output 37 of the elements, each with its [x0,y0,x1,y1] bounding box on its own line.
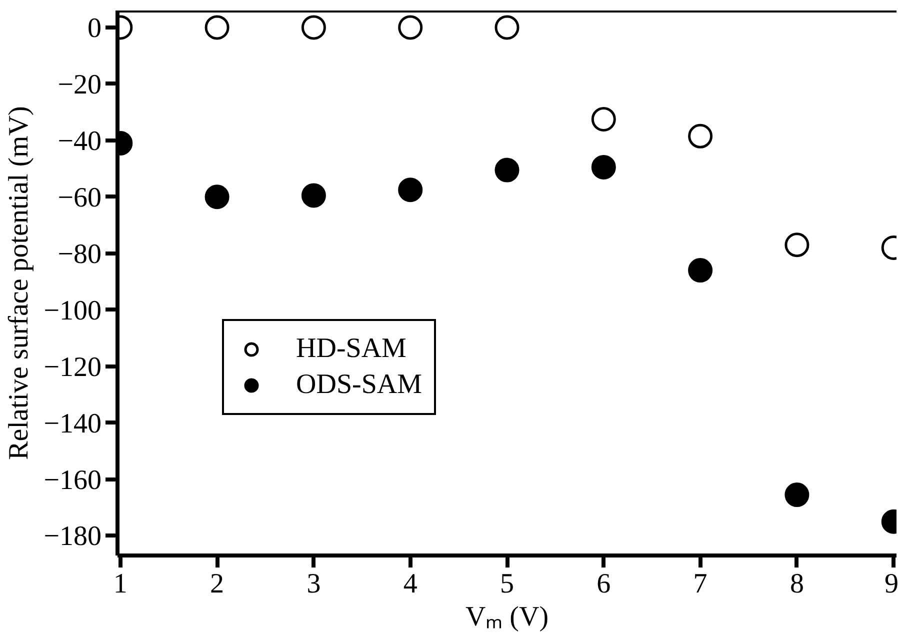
point [398,15,423,40]
point [591,154,616,180]
x-tick-label: 7 [693,568,708,600]
point [204,15,230,40]
y-tick-label: −80 [58,238,102,270]
point [301,183,326,208]
x-axis-title: Vₘ (V) [465,602,549,632]
y-tick-label: −140 [44,408,102,440]
x-tick-label: 9 [884,568,898,600]
x-tick-label: 6 [596,568,611,600]
point [494,15,520,40]
x-tick-label: 8 [790,568,804,600]
legend-label: HD-SAM [296,333,406,365]
point [784,482,810,508]
y-tick-label: −20 [58,69,102,100]
x-tick-label: 4 [403,568,418,600]
point [688,258,713,283]
y-tick-label: −120 [44,352,102,383]
x-tick-label: 3 [306,568,321,600]
point [688,124,713,148]
point [301,15,326,40]
y-axis-title: Relative surface potential (mV) [4,106,35,460]
point [591,106,616,132]
point [784,232,810,258]
point [398,178,423,202]
x-tick-label: 1 [113,568,128,600]
y-tick-label: −40 [58,126,102,157]
y-tick-label: 0 [88,12,102,44]
point [204,184,230,210]
y-tick-label: −100 [44,295,102,326]
legend-label: ODS-SAM [296,369,422,401]
y-tick-label: −160 [44,464,102,496]
y-tick-label: −60 [58,182,102,214]
y-tick-label: −180 [44,521,102,552]
x-tick-label: 5 [500,568,514,600]
point [494,158,520,182]
x-tick-label: 2 [210,568,224,600]
